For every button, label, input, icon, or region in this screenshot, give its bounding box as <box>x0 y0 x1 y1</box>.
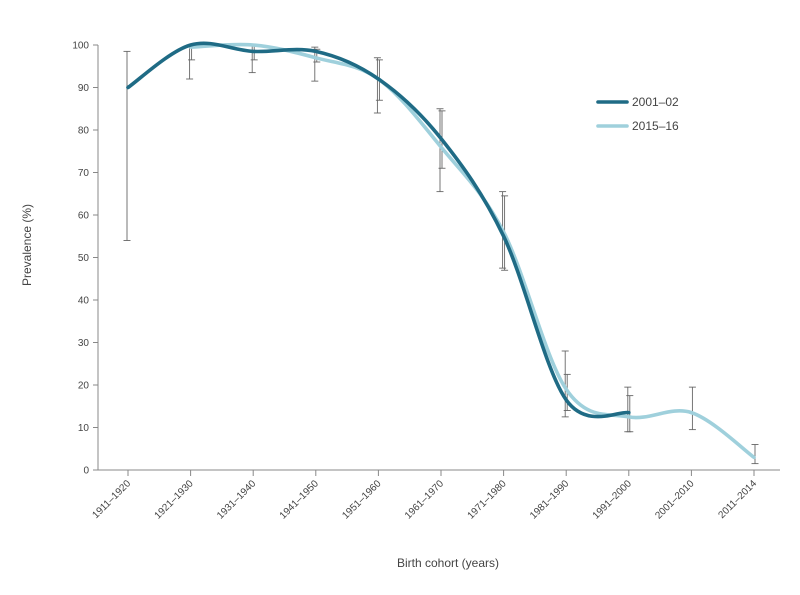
legend-label: 2001–02 <box>632 95 679 109</box>
series-line <box>126 41 631 419</box>
x-tick-label: 1951–1960 <box>340 478 383 521</box>
y-tick-label: 90 <box>78 83 90 94</box>
y-tick-label: 20 <box>78 381 90 392</box>
error-bar <box>751 444 759 465</box>
legend-label: 2015–16 <box>632 119 679 133</box>
x-axis-ticks: 1911–1920 1921–1930 1931–1940 1941–1950 1951… <box>90 470 759 522</box>
error-bar <box>561 350 569 418</box>
error-bar <box>373 57 381 114</box>
y-tick-label: 80 <box>78 126 90 137</box>
x-tick-label: 1941–1950 <box>278 478 321 521</box>
y-tick-label: 40 <box>78 296 90 307</box>
y-tick-label: 100 <box>72 41 89 52</box>
x-tick-label: 1981–1990 <box>528 478 571 521</box>
x-tick-label: 1931–1940 <box>215 478 258 521</box>
y-tick-label: 70 <box>78 168 90 179</box>
error-bar <box>123 50 131 241</box>
legend: 2001–02 2015–16 <box>596 95 679 133</box>
legend-item: 2015–16 <box>596 119 679 133</box>
series-lines <box>126 41 756 460</box>
y-tick-label: 0 <box>83 466 89 477</box>
x-tick-label: 1971–1980 <box>466 478 509 521</box>
error-bars <box>123 44 759 465</box>
y-tick-label: 30 <box>78 338 90 349</box>
x-tick-label: 1991–2000 <box>591 478 634 521</box>
x-axis-title: Birth cohort (years) <box>397 556 499 570</box>
error-bar <box>688 386 696 431</box>
x-tick-label: 1921–1930 <box>153 478 196 521</box>
x-tick-label: 1961–1970 <box>403 478 446 521</box>
x-tick-label: 2011–2014 <box>716 478 759 521</box>
y-axis-ticks: 0 10 20 30 40 50 60 70 80 90 100 <box>72 41 98 477</box>
y-axis-title: Prevalence (%) <box>20 204 34 286</box>
x-tick-label: 2001–2010 <box>653 478 696 521</box>
y-tick-label: 60 <box>78 211 90 222</box>
x-tick-label: 1911–1920 <box>90 478 133 521</box>
y-tick-label: 10 <box>78 423 90 434</box>
y-tick-label: 50 <box>78 253 90 264</box>
legend-item: 2001–02 <box>596 95 679 109</box>
error-bar <box>436 108 444 193</box>
